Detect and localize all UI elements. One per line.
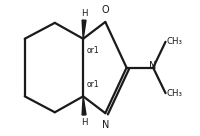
Text: or1: or1 [87,80,99,89]
Text: CH₃: CH₃ [166,37,182,46]
Text: CH₃: CH₃ [166,89,182,98]
Text: O: O [102,5,109,15]
Text: or1: or1 [87,46,99,55]
Text: H: H [81,118,87,127]
Polygon shape [82,96,86,115]
Text: N: N [102,120,109,130]
Text: H: H [81,9,87,18]
Polygon shape [82,20,86,39]
Text: N: N [149,61,157,71]
